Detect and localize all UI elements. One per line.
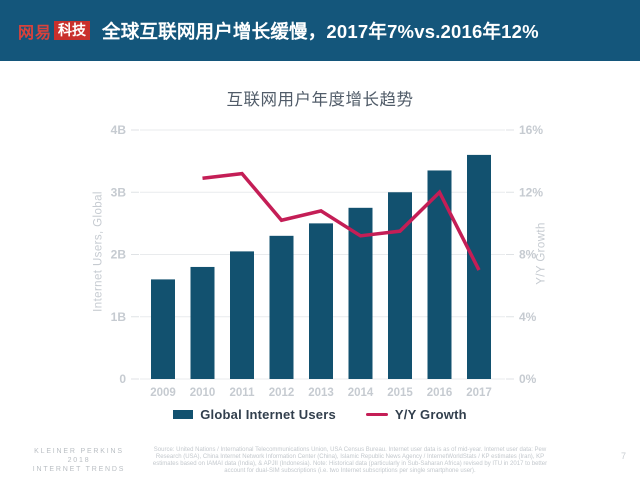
- brand-line-1: KLEINER PERKINS: [34, 448, 124, 455]
- chart-title: 互联网用户年度增长趋势: [226, 91, 414, 109]
- left-axis-title: Internet Users, Global: [92, 191, 105, 312]
- left-tick-label: 2B: [111, 248, 127, 262]
- slide-headline: 全球互联网用户增长缓慢，2017年7%vs.2016年12%: [102, 20, 539, 42]
- right-tick-label: 0%: [519, 372, 537, 386]
- x-axis-label-2012: 2012: [269, 387, 295, 399]
- right-tick-label: 16%: [519, 123, 543, 137]
- bar-series-swatch: [173, 410, 194, 419]
- right-tick-label: 8%: [519, 248, 537, 262]
- x-axis-label-2016: 2016: [427, 387, 453, 399]
- logo-sub-badge: 科技: [54, 21, 91, 40]
- legend-item-growth: Y/Y Growth: [365, 407, 467, 422]
- bar-2015: [388, 192, 412, 379]
- kleiner-perkins-brand: KLEINER PERKINS 2018 INTERNET TRENDS: [8, 447, 150, 474]
- netease-tech-logo: 网易 科技: [18, 19, 91, 43]
- x-axis-label-2009: 2009: [150, 387, 176, 399]
- right-axis-title: Y/Y Growth: [535, 222, 548, 285]
- left-tick-label: 0: [119, 372, 126, 386]
- bar-2012: [269, 235, 294, 379]
- line-series-label: Y/Y Growth: [394, 407, 467, 422]
- x-axis-label-2015: 2015: [387, 387, 413, 399]
- brand-line-3: INTERNET TRENDS: [32, 466, 126, 473]
- legend-item-users: Global Internet Users: [173, 407, 336, 422]
- left-tick-label: 1B: [111, 310, 127, 324]
- right-tick-label: 12%: [519, 185, 543, 199]
- x-axis-label-2011: 2011: [230, 387, 256, 399]
- left-tick-label: 4B: [111, 123, 127, 137]
- source-note: Source: United Nations / International T…: [152, 447, 548, 474]
- left-tick-label: 3B: [111, 185, 127, 199]
- bar-2010: [190, 266, 215, 379]
- bar-2011: [230, 251, 254, 379]
- brand-line-2: 2018: [67, 457, 91, 464]
- chart-legend: Global Internet Users Y/Y Growth: [0, 407, 640, 422]
- x-axis-label-2014: 2014: [348, 387, 374, 399]
- logo-brand-text: 网易: [18, 24, 53, 42]
- header-bar: 网易 科技 全球互联网用户增长缓慢，2017年7%vs.2016年12%: [0, 0, 640, 61]
- bar-series-label: Global Internet Users: [200, 407, 336, 422]
- right-tick-label: 4%: [519, 310, 537, 324]
- x-axis-label-2010: 2010: [190, 387, 216, 399]
- bar-2013: [309, 223, 333, 379]
- line-series-swatch: [365, 412, 388, 417]
- growth-line: [202, 171, 481, 271]
- bar-2009: [151, 279, 175, 379]
- x-axis-label-2017: 2017: [466, 387, 492, 399]
- x-axis-label-2013: 2013: [308, 387, 334, 399]
- page-number: 7: [620, 451, 626, 461]
